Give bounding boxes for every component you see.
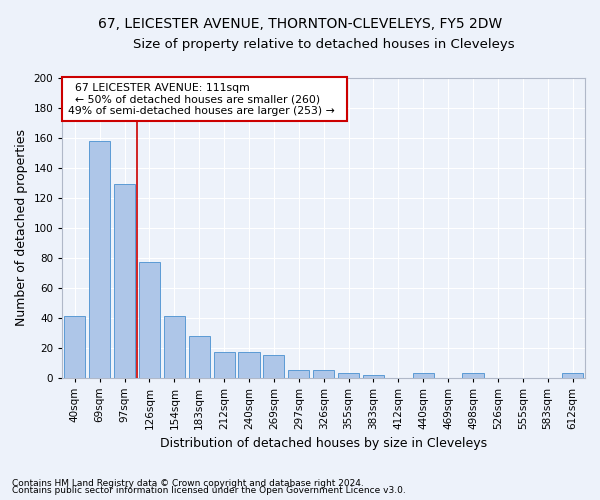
Text: 67 LEICESTER AVENUE: 111sqm
  ← 50% of detached houses are smaller (260)
49% of : 67 LEICESTER AVENUE: 111sqm ← 50% of det… [68,82,341,116]
Bar [413,373,434,378]
Bar [188,336,210,378]
Bar [214,352,235,378]
Bar [64,316,85,378]
Text: 67, LEICESTER AVENUE, THORNTON-CLEVELEYS, FY5 2DW: 67, LEICESTER AVENUE, THORNTON-CLEVELEYS… [98,18,502,32]
Bar [338,373,359,378]
Title: Size of property relative to detached houses in Cleveleys: Size of property relative to detached ho… [133,38,514,51]
Bar [89,141,110,378]
Bar [562,373,583,378]
Bar [238,352,260,378]
Bar [164,316,185,378]
Bar [363,374,384,378]
Y-axis label: Number of detached properties: Number of detached properties [15,130,28,326]
Bar [139,262,160,378]
Text: Contains public sector information licensed under the Open Government Licence v3: Contains public sector information licen… [12,486,406,495]
X-axis label: Distribution of detached houses by size in Cleveleys: Distribution of detached houses by size … [160,437,487,450]
Bar [463,373,484,378]
Bar [313,370,334,378]
Bar [114,184,135,378]
Text: Contains HM Land Registry data © Crown copyright and database right 2024.: Contains HM Land Registry data © Crown c… [12,478,364,488]
Bar [263,355,284,378]
Bar [288,370,310,378]
